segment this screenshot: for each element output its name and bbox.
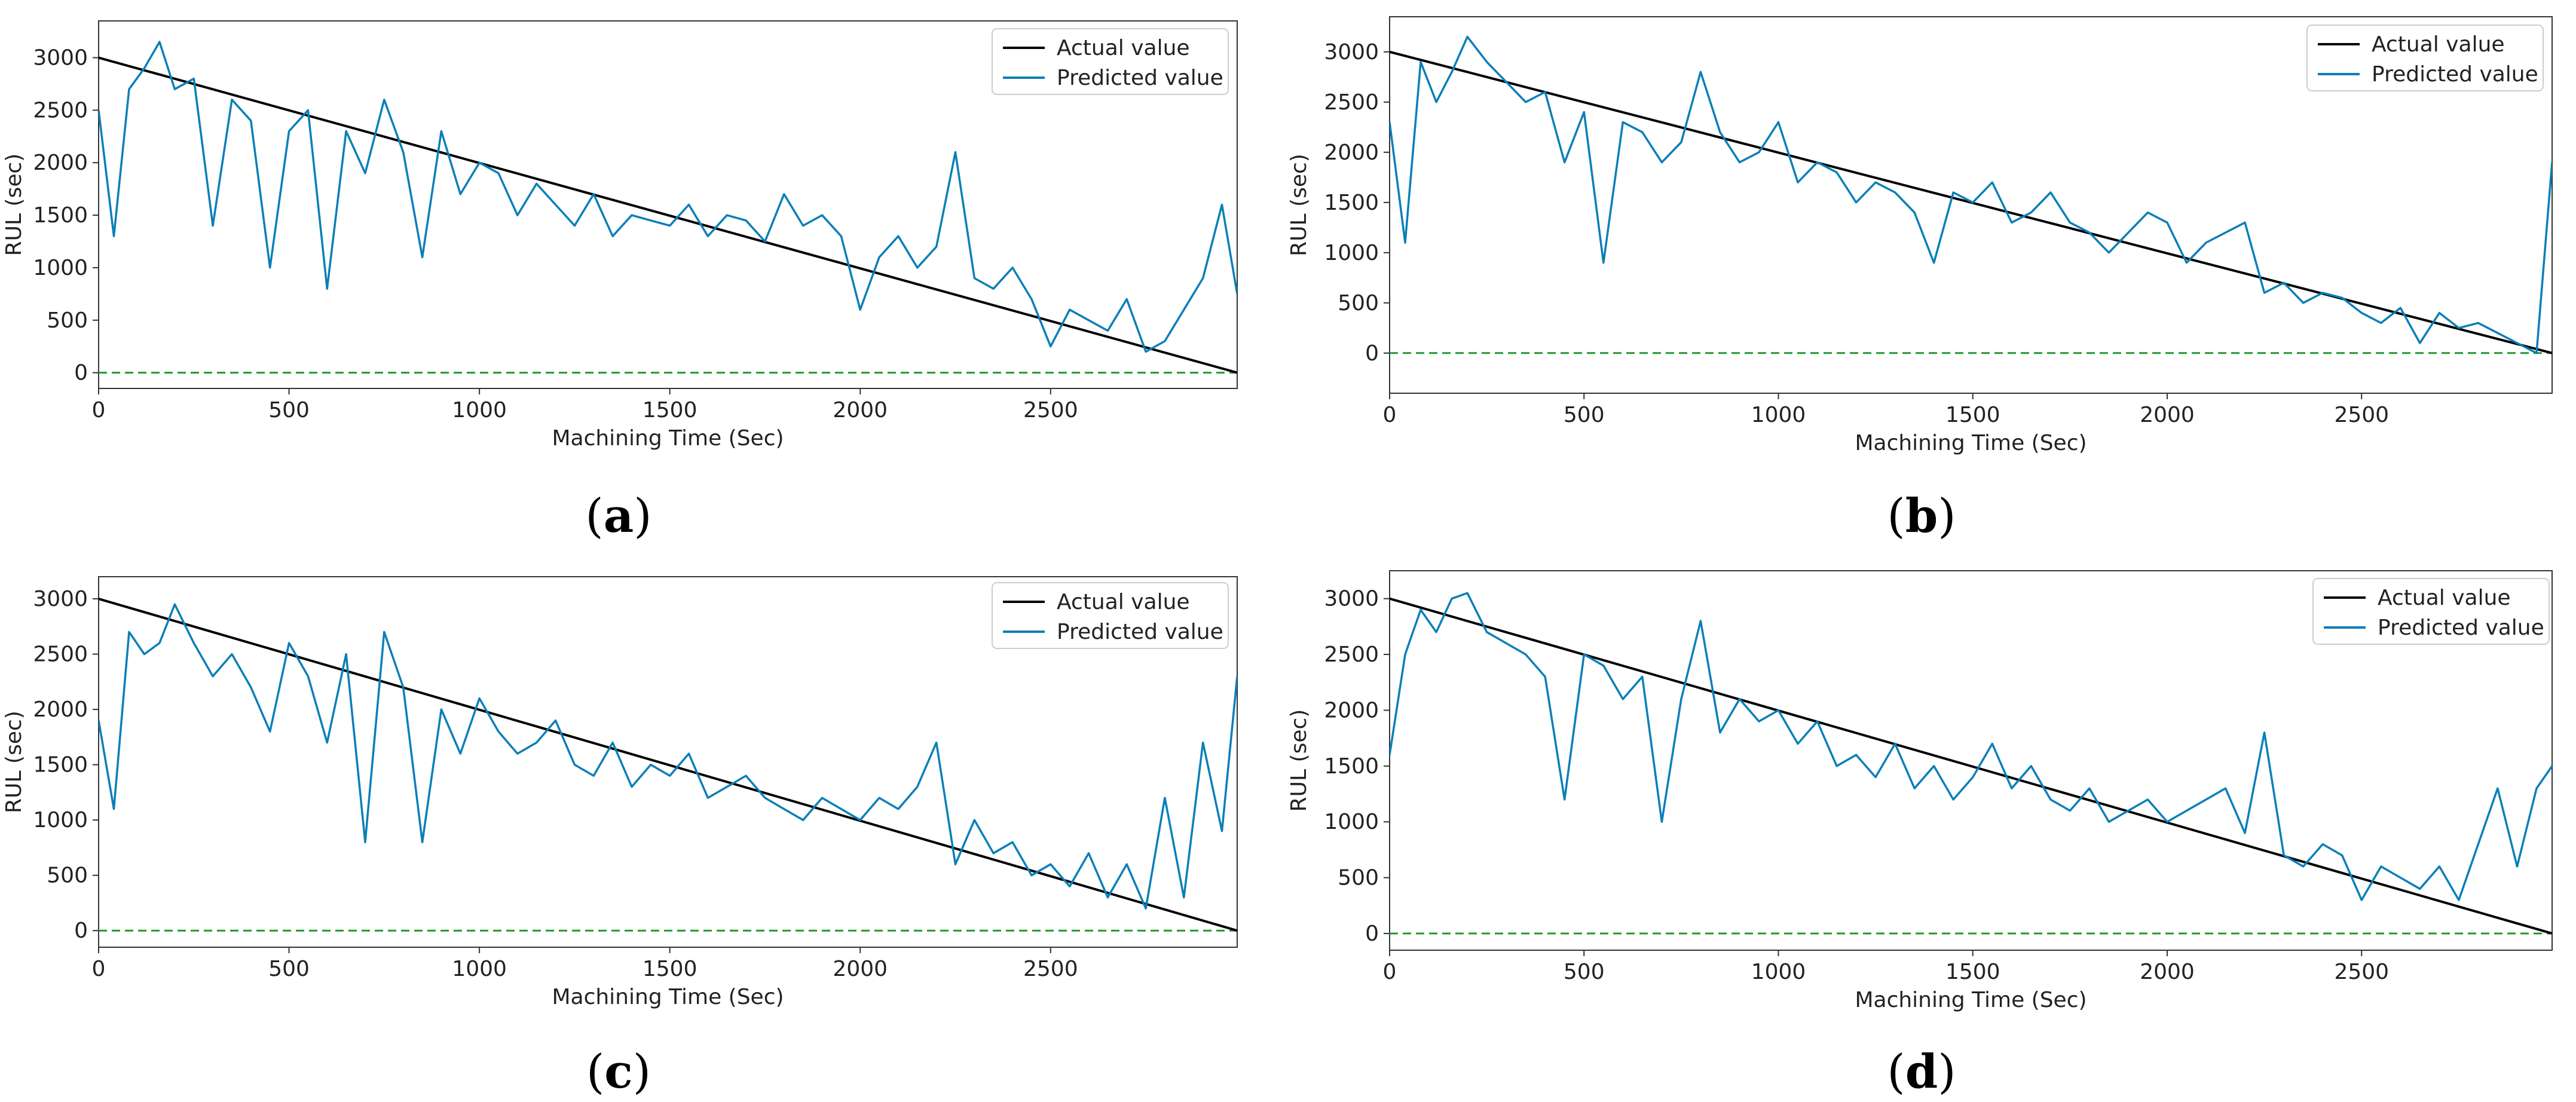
legend-a: Actual value Predicted value <box>992 28 1229 95</box>
plot-frame-c <box>98 576 1238 948</box>
y-tick-label-a-1: 500 <box>47 308 88 333</box>
series-actual-line-a <box>99 56 1237 374</box>
x-tick-label-a-0: 0 <box>92 398 106 423</box>
legend-c: Actual value Predicted value <box>992 582 1229 649</box>
y-tick-label-c-2: 1000 <box>33 808 88 832</box>
plot-frame-a <box>98 20 1238 389</box>
y-tick-label-a-0: 0 <box>74 361 88 385</box>
plot-frame-b <box>1389 16 2553 394</box>
x-tick-label-a-1: 500 <box>268 398 310 423</box>
y-tick-label-d-3: 1500 <box>1324 754 1379 779</box>
x-axis-label-c: Machining Time (Sec) <box>552 985 784 1009</box>
y-tick-label-c-3: 1500 <box>33 753 88 777</box>
y-tick-label-c-6: 3000 <box>33 587 88 611</box>
x-tick-label-a-5: 2500 <box>1023 398 1078 423</box>
legend-label-c-0: Actual value <box>1057 590 1190 614</box>
legend-label-d-0: Actual value <box>2378 586 2511 610</box>
y-tick-label-a-3: 1500 <box>33 203 88 228</box>
y-tick-label-d-2: 1000 <box>1324 810 1379 834</box>
legend-label-b-0: Actual value <box>2372 32 2505 57</box>
x-tick-label-b-5: 2500 <box>2334 403 2389 427</box>
plot-frame-d <box>1389 570 2553 951</box>
x-axis-label-b: Machining Time (Sec) <box>1855 431 2087 455</box>
y-tick-label-a-5: 2500 <box>33 98 88 123</box>
series-actual-line-d <box>1390 597 2552 935</box>
y-tick-label-d-4: 2000 <box>1324 698 1379 723</box>
y-tick-label-b-6: 3000 <box>1324 40 1379 65</box>
x-tick-label-b-2: 1000 <box>1751 403 1806 427</box>
x-tick-label-c-3: 1500 <box>643 957 697 981</box>
y-tick-label-d-6: 3000 <box>1324 587 1379 611</box>
y-tick-label-a-6: 3000 <box>33 46 88 71</box>
x-tick-label-a-3: 1500 <box>643 398 697 423</box>
panel-c: 0 500 1000 1500 2000 2500 0 500 1000 1500 2000 2500… <box>2 576 1238 1099</box>
x-tick-label-c-5: 2500 <box>1023 957 1078 981</box>
x-tick-label-c-1: 500 <box>268 957 310 981</box>
panel-a: 0 500 1000 1500 2000 2500 0 500 1000 1500 2000 2500… <box>2 20 1238 543</box>
legend-d: Actual value Predicted value <box>2312 578 2550 645</box>
legend-box-d <box>2312 578 2550 645</box>
series-predicted-line-c <box>99 603 1237 910</box>
legend-box-b <box>2306 25 2544 91</box>
legend-label-d-1: Predicted value <box>2378 616 2544 640</box>
legend-label-a-1: Predicted value <box>1057 66 1223 90</box>
legend-b: Actual value Predicted value <box>2306 25 2544 91</box>
x-tick-label-d-1: 500 <box>1564 960 1605 984</box>
x-tick-label-d-2: 1000 <box>1751 960 1806 984</box>
x-tick-label-c-2: 1000 <box>452 957 507 981</box>
x-axis-label-d: Machining Time (Sec) <box>1855 988 2087 1012</box>
legend-label-c-1: Predicted value <box>1057 620 1223 644</box>
y-tick-label-a-2: 1000 <box>33 256 88 280</box>
y-axis-label-c: RUL (sec) <box>2 711 26 813</box>
legend-box-c <box>992 582 1229 649</box>
x-axis-label-a: Machining Time (Sec) <box>552 426 784 451</box>
y-tick-label-d-0: 0 <box>1365 922 1379 946</box>
y-tick-label-d-1: 500 <box>1338 866 1379 890</box>
y-tick-label-b-5: 2500 <box>1324 90 1379 115</box>
x-tick-label-a-4: 2000 <box>833 398 888 423</box>
y-tick-label-d-5: 2500 <box>1324 642 1379 667</box>
series-predicted-line-a <box>99 41 1237 353</box>
x-tick-label-c-0: 0 <box>92 957 106 981</box>
panel-label-d: (d) <box>1887 1045 1956 1099</box>
legend-label-a-0: Actual value <box>1057 36 1190 60</box>
series-predicted-line-b <box>1390 35 2552 354</box>
panel-label-c: (c) <box>586 1045 651 1099</box>
y-tick-label-c-4: 2000 <box>33 697 88 722</box>
y-tick-label-b-4: 2000 <box>1324 140 1379 165</box>
panel-label-a: (a) <box>585 489 651 543</box>
series-actual-line-c <box>99 598 1237 932</box>
x-tick-label-d-5: 2500 <box>2334 960 2389 984</box>
legend-label-b-1: Predicted value <box>2372 62 2538 87</box>
x-tick-label-b-4: 2000 <box>2140 403 2195 427</box>
x-tick-label-a-2: 1000 <box>452 398 507 423</box>
panel-b: 0 500 1000 1500 2000 2500 0 500 1000 1500 2000 2500… <box>1287 16 2553 543</box>
y-axis-label-d: RUL (sec) <box>1287 709 1311 812</box>
y-tick-label-b-0: 0 <box>1365 341 1379 366</box>
panel-label-b: (b) <box>1887 489 1956 543</box>
y-tick-label-b-2: 1000 <box>1324 241 1379 265</box>
y-axis-label-a: RUL (sec) <box>2 154 26 256</box>
y-axis-label-b: RUL (sec) <box>1287 154 1311 256</box>
y-tick-label-c-0: 0 <box>74 919 88 943</box>
y-tick-label-a-4: 2000 <box>33 151 88 175</box>
y-tick-label-c-5: 2500 <box>33 642 88 667</box>
x-tick-label-b-0: 0 <box>1383 403 1397 427</box>
y-tick-label-b-3: 1500 <box>1324 191 1379 215</box>
x-tick-label-b-3: 1500 <box>1945 403 2000 427</box>
series-predicted-line-d <box>1390 592 2552 901</box>
x-tick-label-d-4: 2000 <box>2140 960 2195 984</box>
legend-box-a <box>992 28 1229 95</box>
y-tick-label-b-1: 500 <box>1338 291 1379 316</box>
x-tick-label-d-0: 0 <box>1383 960 1397 984</box>
x-tick-label-b-1: 500 <box>1564 403 1605 427</box>
x-tick-label-c-4: 2000 <box>833 957 888 981</box>
x-tick-label-d-3: 1500 <box>1945 960 2000 984</box>
y-tick-label-c-1: 500 <box>47 864 88 888</box>
panel-d: 0 500 1000 1500 2000 2500 0 500 1000 1500 2000 2500… <box>1287 570 2553 1099</box>
